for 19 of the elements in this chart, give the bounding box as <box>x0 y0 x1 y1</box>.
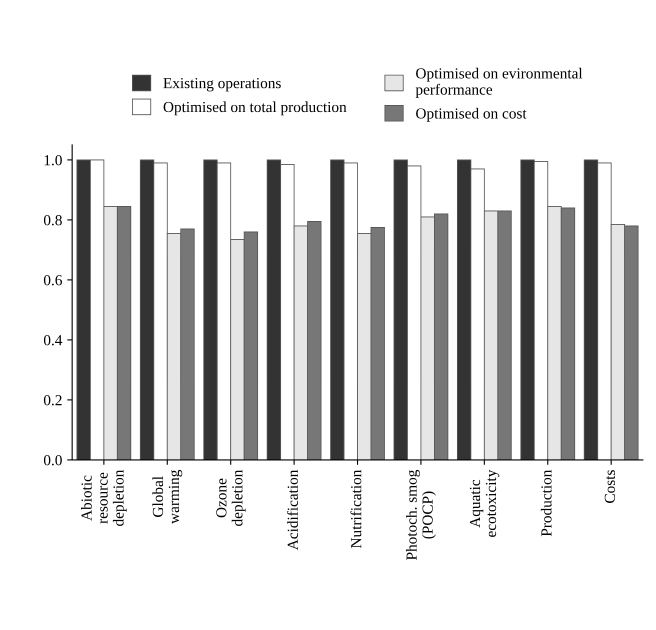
legend-label: Optimised on total production <box>164 101 346 116</box>
y-tick-label: 0.4 <box>44 335 62 346</box>
x-tick-label: Production <box>540 470 552 536</box>
x-tick-label: Abiotic resource depletion <box>80 470 127 526</box>
x-tick-label: Nutrification <box>350 470 362 548</box>
x-tick-label: Aquatic ecotoxicity <box>470 470 500 537</box>
x-tick-label: Ozone depletion <box>216 470 246 526</box>
y-tick-label: 0.0 <box>44 455 62 466</box>
y-tick-label: 1.0 <box>44 155 62 166</box>
x-tick-label: Photoch. smog (POCP) <box>406 470 436 560</box>
y-tick-label: 0.8 <box>44 215 62 226</box>
y-tick-label: 0.6 <box>44 275 62 286</box>
x-tick-label: Global warming <box>152 470 182 524</box>
legend-label: Optimised on cost <box>416 108 527 122</box>
x-tick-label: Acidification <box>287 470 298 550</box>
legend-label: Optimised on evironmental performance <box>416 68 582 98</box>
x-tick-label: Costs <box>604 470 615 503</box>
legend-label: Existing operations <box>163 78 281 92</box>
y-tick-label: 0.2 <box>44 395 62 406</box>
